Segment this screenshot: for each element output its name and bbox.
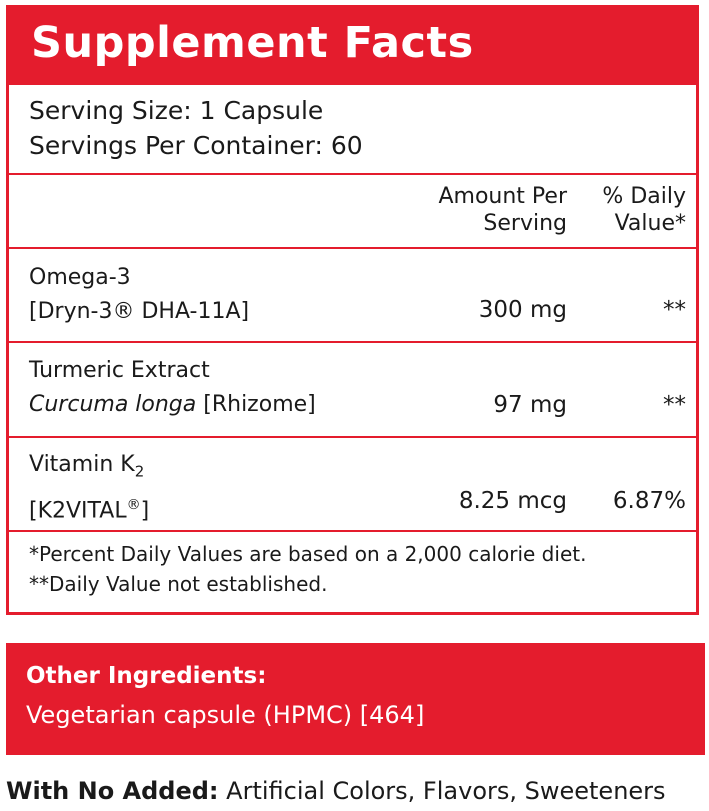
ingredient-vitamin-k2: Vitamin K2 [K2VITAL®] [29, 448, 149, 529]
no-added-text: Artificial Colors, Flavors, Sweeteners [218, 777, 666, 805]
daily-value-column-header: % Daily Value* [602, 184, 686, 236]
divider [9, 530, 696, 532]
footnote-not-established: **Daily Value not established. [29, 572, 328, 596]
serving-size: Serving Size: 1 Capsule [29, 96, 324, 125]
ingredient-source: Curcuma longa [Rhizome] [29, 392, 316, 417]
ingredient-source: [Dryn-3® DHA-11A] [29, 299, 250, 324]
amount-column-header: Amount Per Serving [438, 184, 567, 236]
ingredient-name: Turmeric Extract [29, 358, 210, 383]
no-added-label: With No Added: [6, 777, 219, 805]
facts-header: Supplement Facts [9, 8, 696, 85]
divider [9, 247, 696, 249]
servings-per-container: Servings Per Container: 60 [29, 131, 363, 160]
ingredient-source: [K2VITAL®] [29, 497, 150, 524]
ingredient-name: Omega-3 [29, 265, 131, 290]
supplement-facts-panel: Supplement Facts Serving Size: 1 Capsule… [6, 5, 699, 615]
ingredient-daily-value: 6.87% [612, 488, 686, 514]
ingredient-daily-value: ** [663, 297, 686, 323]
footnote-daily-values: *Percent Daily Values are based on a 2,0… [29, 542, 587, 566]
no-added-statement: With No Added: Artificial Colors, Flavor… [6, 777, 666, 805]
facts-title: Supplement Facts [31, 18, 474, 68]
ingredient-amount: 300 mg [478, 297, 567, 323]
ingredient-daily-value: ** [663, 392, 686, 418]
divider [9, 173, 696, 175]
other-ingredients-text: Vegetarian capsule (HPMC) [464] [26, 701, 425, 729]
divider [9, 436, 696, 438]
other-ingredients-panel: Other Ingredients: Vegetarian capsule (H… [6, 643, 705, 755]
ingredient-name: Vitamin K2 [29, 452, 145, 481]
other-ingredients-title: Other Ingredients: [26, 663, 267, 689]
footnotes: *Percent Daily Values are based on a 2,0… [29, 539, 586, 599]
ingredient-omega-3: Omega-3 [Dryn-3® DHA-11A] [29, 261, 249, 329]
ingredient-amount: 97 mg [493, 392, 567, 418]
ingredient-turmeric-extract: Turmeric Extract Curcuma longa [Rhizome] [29, 354, 316, 422]
ingredient-amount: 8.25 mcg [458, 488, 567, 514]
divider [9, 341, 696, 343]
